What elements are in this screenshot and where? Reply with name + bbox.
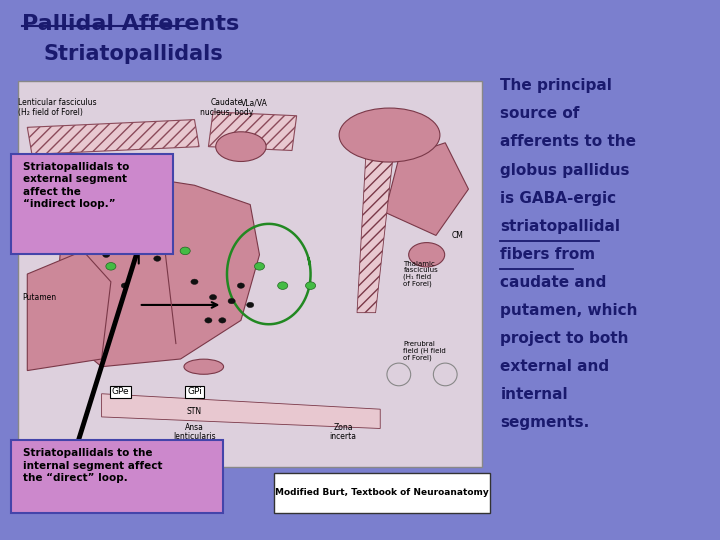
Ellipse shape xyxy=(339,108,440,162)
Text: Lenticular fasciculus
(H₂ field of Forel): Lenticular fasciculus (H₂ field of Forel… xyxy=(18,98,96,117)
Circle shape xyxy=(238,283,245,288)
Circle shape xyxy=(106,262,116,270)
Text: GPe: GPe xyxy=(112,387,129,396)
Text: VLa/VA: VLa/VA xyxy=(241,98,269,107)
Text: STN: STN xyxy=(187,407,202,416)
Text: Ansa
lenticularis: Ansa lenticularis xyxy=(173,423,216,441)
Text: Zona
incerta: Zona incerta xyxy=(330,423,356,441)
FancyBboxPatch shape xyxy=(11,154,173,254)
Text: Thalamic
fasciculus
(H₁ field
of Forel): Thalamic fasciculus (H₁ field of Forel) xyxy=(403,261,438,287)
Ellipse shape xyxy=(216,132,266,161)
Text: GPi: GPi xyxy=(187,387,202,396)
Polygon shape xyxy=(208,112,297,151)
Ellipse shape xyxy=(184,359,224,374)
Text: striatopallidal: striatopallidal xyxy=(500,219,621,234)
Text: afferents to the: afferents to the xyxy=(500,134,636,150)
FancyBboxPatch shape xyxy=(11,440,223,513)
Circle shape xyxy=(103,252,110,258)
Text: Striatopallidals to
external segment
affect the
“indirect loop.”: Striatopallidals to external segment aff… xyxy=(23,162,130,209)
Text: Striatopallidals: Striatopallidals xyxy=(43,44,223,64)
Circle shape xyxy=(246,302,254,308)
Circle shape xyxy=(219,318,226,323)
Text: internal: internal xyxy=(500,387,568,402)
Polygon shape xyxy=(27,251,111,370)
Circle shape xyxy=(254,262,264,270)
Circle shape xyxy=(228,299,235,304)
Polygon shape xyxy=(385,143,469,235)
Text: project to both: project to both xyxy=(500,331,629,346)
Circle shape xyxy=(305,282,315,289)
FancyBboxPatch shape xyxy=(274,472,490,513)
Polygon shape xyxy=(55,174,259,367)
Text: Pallidal Afferents: Pallidal Afferents xyxy=(22,14,239,33)
Polygon shape xyxy=(27,120,199,154)
Circle shape xyxy=(204,318,212,323)
Circle shape xyxy=(180,247,190,255)
Circle shape xyxy=(210,294,217,300)
Text: Putamen: Putamen xyxy=(22,293,57,302)
Circle shape xyxy=(121,283,128,288)
Ellipse shape xyxy=(409,242,445,267)
Text: globus pallidus: globus pallidus xyxy=(500,163,630,178)
Text: segments.: segments. xyxy=(500,415,590,430)
Circle shape xyxy=(278,282,288,289)
Text: external and: external and xyxy=(500,359,610,374)
Text: Striatopallidals to the
internal segment affect
the “direct” loop.: Striatopallidals to the internal segment… xyxy=(23,448,163,483)
Circle shape xyxy=(87,232,97,239)
Text: putamen, which: putamen, which xyxy=(500,303,638,318)
Text: source of: source of xyxy=(500,106,580,122)
Text: The principal: The principal xyxy=(500,78,612,93)
Circle shape xyxy=(191,279,198,285)
Text: fibers from: fibers from xyxy=(500,247,595,262)
Text: caudate and: caudate and xyxy=(500,275,607,290)
Polygon shape xyxy=(357,147,394,313)
Circle shape xyxy=(154,256,161,261)
Text: Prerubral
field (H field
of Forel): Prerubral field (H field of Forel) xyxy=(403,341,446,361)
Text: Modified Burt, Textbook of Neuroanatomy: Modified Burt, Textbook of Neuroanatomy xyxy=(275,488,488,497)
FancyBboxPatch shape xyxy=(18,81,482,467)
Text: is GABA-ergic: is GABA-ergic xyxy=(500,191,616,206)
Polygon shape xyxy=(102,394,380,429)
Text: CM: CM xyxy=(452,231,464,240)
Circle shape xyxy=(153,216,163,224)
Text: Caudate
nucleus, body: Caudate nucleus, body xyxy=(200,98,253,117)
